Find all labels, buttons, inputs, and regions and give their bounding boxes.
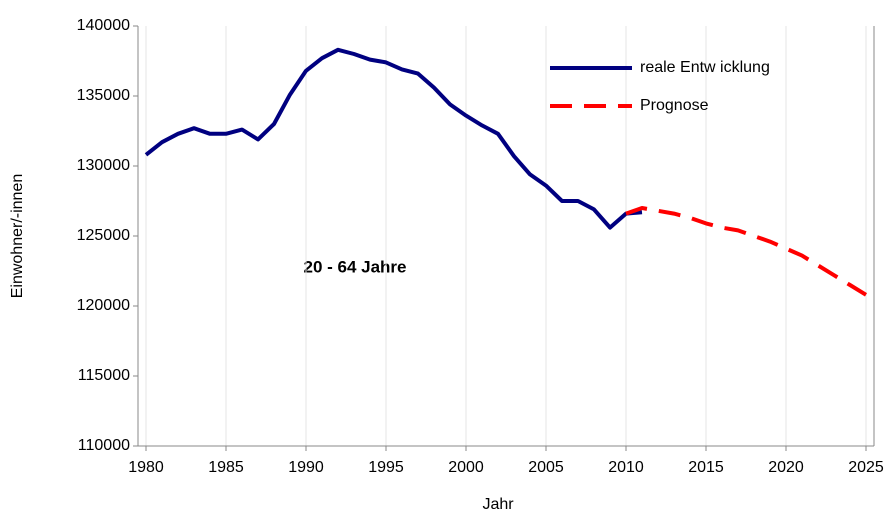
y-tick-label: 120000 <box>77 297 130 314</box>
y-tick-label: 115000 <box>78 367 130 384</box>
x-tick-label: 1985 <box>208 459 244 476</box>
x-tick-label: 2015 <box>688 459 724 476</box>
x-tick-label: 1990 <box>288 459 324 476</box>
legend-label: reale Entw icklung <box>640 59 770 76</box>
y-tick-label: 130000 <box>77 157 130 174</box>
x-tick-label: 2010 <box>608 459 644 476</box>
y-axis-label: Einwohner/-innen <box>9 174 26 299</box>
data-line <box>144 47 643 230</box>
x-tick-label: 2020 <box>768 459 804 476</box>
y-tick-label: 135000 <box>77 87 130 104</box>
y-tick-label: 140000 <box>77 17 130 34</box>
data-line <box>625 206 868 297</box>
x-tick-label: 2000 <box>448 459 484 476</box>
x-tick-label: 1995 <box>368 459 404 476</box>
legend-label: Prognose <box>640 97 709 114</box>
x-tick-label: 2025 <box>848 459 884 476</box>
x-tick-label: 2005 <box>528 459 564 476</box>
y-tick-label: 125000 <box>77 227 130 244</box>
x-tick-label: 1980 <box>128 459 164 476</box>
annotation: 20 - 64 Jahre <box>303 257 406 276</box>
y-tick-label: 110000 <box>78 437 130 454</box>
x-axis-label: Jahr <box>482 496 514 513</box>
